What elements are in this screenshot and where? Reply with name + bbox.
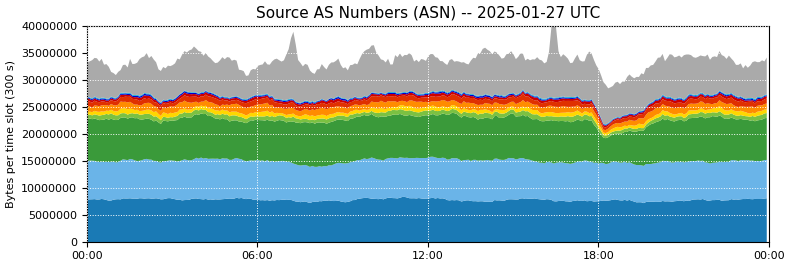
Title: Source AS Numbers (ASN) -- 2025-01-27 UTC: Source AS Numbers (ASN) -- 2025-01-27 UT… — [256, 6, 600, 21]
Y-axis label: Bytes per time slot (300 s): Bytes per time slot (300 s) — [6, 60, 16, 208]
